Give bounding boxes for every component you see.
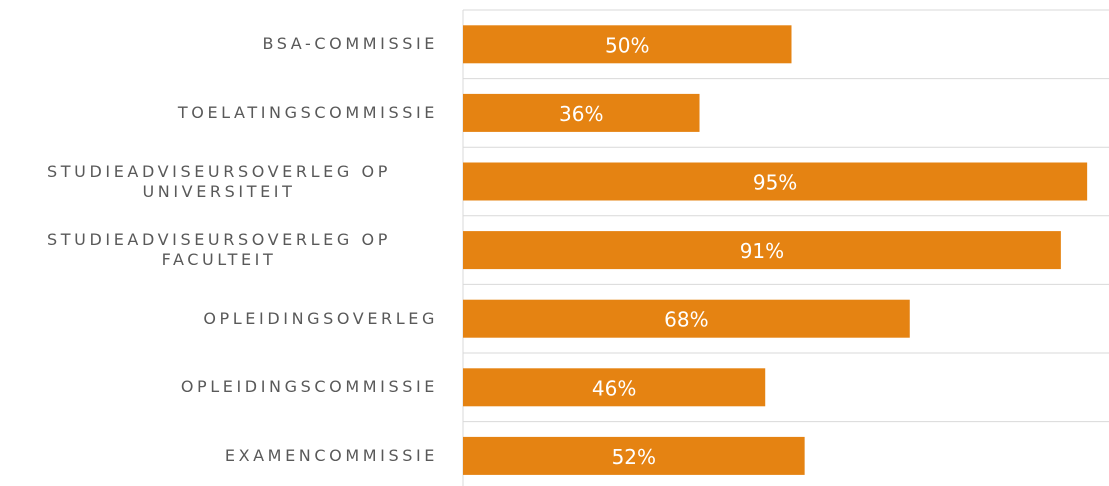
bar — [463, 162, 1088, 201]
category-label: EXAMENCOMMISSIE — [224, 445, 438, 465]
value-label: 46% — [592, 376, 636, 400]
value-label: 95% — [753, 171, 797, 195]
category-label: OPLEIDINGSCOMMISSIE — [180, 377, 438, 397]
category-label: OPLEIDINGSOVERLEG — [203, 308, 438, 328]
value-label: 91% — [740, 239, 784, 263]
value-label: 50% — [605, 33, 649, 57]
bar — [463, 368, 766, 407]
bar — [463, 436, 805, 475]
category-label: STUDIEADVISEURSOVERLEG OP FACULTEIT — [47, 230, 391, 270]
category-label: STUDIEADVISEURSOVERLEG OP UNIVERSITEIT — [47, 161, 391, 201]
bar — [463, 93, 700, 132]
value-label: 52% — [612, 445, 656, 469]
category-label: TOELATINGSCOMMISSIE — [177, 102, 438, 122]
bar — [463, 231, 1061, 270]
category-label: BSA-COMMISSIE — [262, 34, 438, 54]
bar — [463, 25, 792, 64]
value-label: 36% — [559, 102, 603, 126]
value-label: 68% — [664, 308, 708, 332]
bar — [463, 299, 910, 338]
